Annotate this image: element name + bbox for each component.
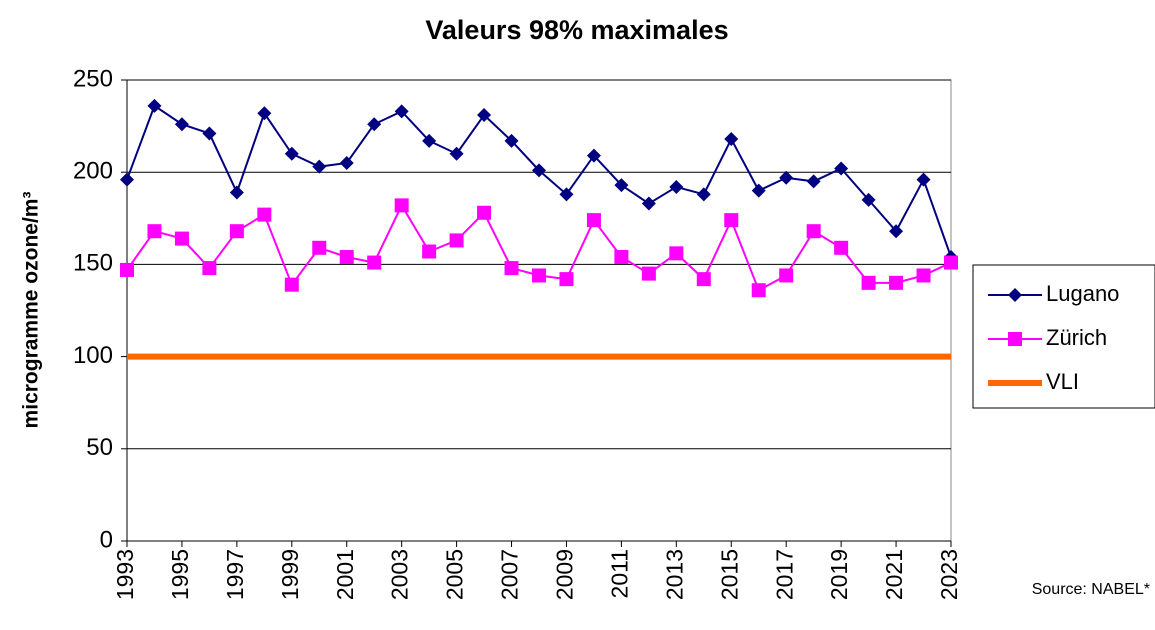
y-tick-label: 250 [73, 65, 113, 92]
y-tick-label: 150 [73, 250, 113, 277]
y-tick-label: 200 [73, 158, 113, 185]
x-tick-label: 1999 [277, 549, 303, 600]
x-tick-label: 2019 [826, 549, 852, 600]
data-point [284, 146, 299, 161]
data-point [559, 272, 574, 287]
data-point [174, 231, 189, 246]
data-point [257, 207, 272, 222]
data-point [641, 266, 656, 281]
plot-border [126, 79, 952, 542]
data-point [532, 163, 546, 178]
x-tick-label: 2017 [771, 549, 797, 600]
x-tick-label: 2005 [442, 549, 468, 600]
x-tick-label: 2021 [881, 549, 907, 600]
data-point [614, 178, 629, 193]
x-tick-label: 2015 [716, 549, 742, 600]
data-point [532, 268, 546, 283]
data-point [669, 246, 684, 261]
data-point [229, 224, 244, 239]
data-point [449, 146, 464, 161]
y-tick-label: 0 [100, 526, 113, 553]
data-point [586, 148, 601, 163]
data-point [449, 233, 464, 248]
data-point [696, 272, 711, 287]
data-point [284, 277, 299, 292]
data-point [806, 224, 821, 239]
data-point [916, 172, 931, 187]
y-tick-label: 100 [73, 342, 113, 369]
data-point [504, 261, 519, 276]
data-point [586, 213, 601, 228]
x-tick-label: 1995 [167, 549, 193, 600]
data-point [916, 268, 931, 283]
data-point [834, 240, 849, 255]
data-point [312, 240, 327, 255]
data-point [696, 187, 711, 202]
data-point [944, 255, 958, 270]
data-point [229, 185, 244, 200]
data-point [257, 106, 272, 121]
data-point [477, 108, 492, 123]
x-tick-label: 2013 [661, 549, 687, 600]
data-point [641, 196, 656, 211]
data-point [339, 250, 354, 265]
legend-label: VLI [1046, 369, 1079, 394]
data-point [477, 205, 492, 220]
data-point [724, 213, 739, 228]
data-point [312, 159, 327, 174]
source-note: Source: NABEL* [1032, 581, 1150, 598]
x-tick-label: 1993 [112, 549, 138, 600]
data-point [751, 183, 766, 198]
chart-title: Valeurs 98% maximales [425, 15, 728, 45]
x-tick-label: 2007 [497, 549, 523, 600]
data-point [889, 275, 904, 290]
data-point [614, 250, 629, 265]
data-point [422, 244, 437, 259]
legend-label: Lugano [1046, 281, 1119, 306]
legend-label: Zürich [1046, 325, 1107, 350]
data-point [339, 155, 354, 170]
x-tick-label: 2003 [387, 549, 413, 600]
data-point [806, 174, 821, 189]
data-point [120, 172, 134, 187]
data-point [202, 261, 217, 276]
x-tick-label: 1997 [222, 549, 248, 600]
data-point [367, 117, 382, 132]
legend-marker [1008, 332, 1022, 346]
data-point [174, 117, 189, 132]
y-tick-label: 50 [86, 434, 113, 461]
data-point [394, 198, 409, 213]
x-tick-label: 2009 [552, 549, 578, 600]
data-point [147, 224, 162, 239]
x-tick-label: 2023 [936, 549, 962, 600]
data-point [669, 179, 684, 194]
data-point [779, 170, 794, 185]
data-point [751, 283, 766, 298]
legend-marker [1008, 288, 1022, 302]
data-point [504, 133, 519, 148]
data-point [779, 268, 794, 283]
data-point [724, 132, 739, 147]
data-point [861, 192, 876, 207]
data-point [834, 161, 849, 176]
x-tick-label: 2011 [606, 549, 632, 598]
y-axis-label: microgramme ozone/m³ [20, 192, 43, 429]
data-point [889, 224, 904, 239]
series-line [126, 104, 952, 258]
data-point [147, 98, 162, 113]
data-point [422, 133, 437, 148]
data-point [367, 255, 382, 270]
data-point [394, 104, 409, 119]
data-point [202, 126, 217, 141]
data-point [559, 187, 574, 202]
data-point [861, 275, 876, 290]
x-tick-label: 2001 [332, 549, 358, 600]
data-point [120, 262, 134, 277]
